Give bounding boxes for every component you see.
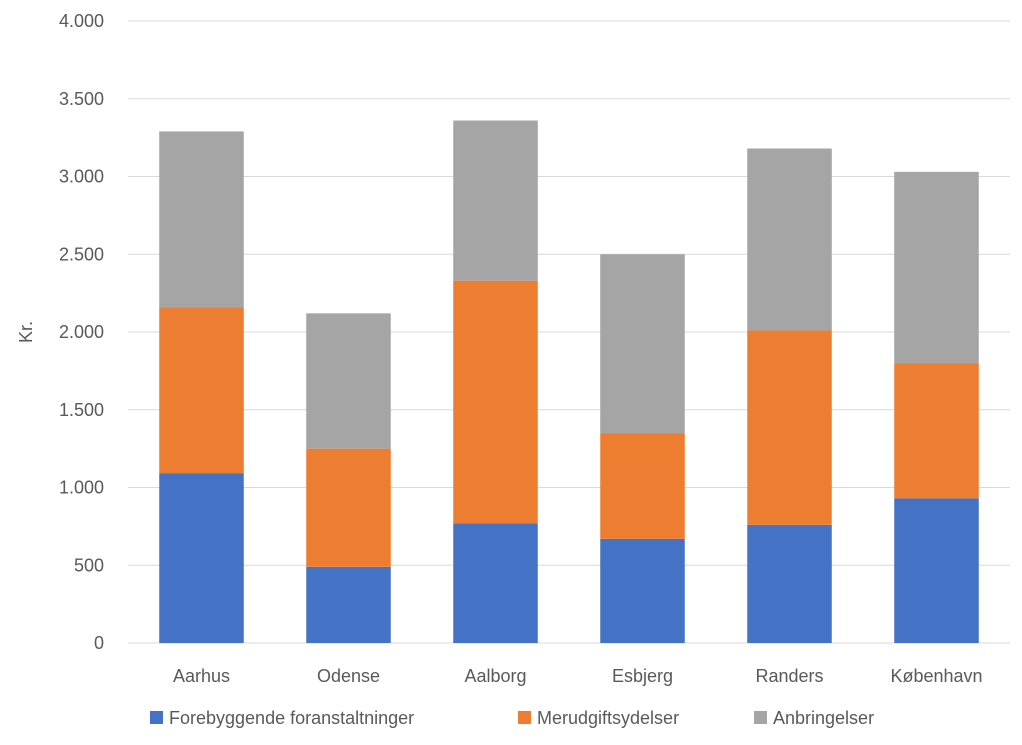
x-category-label: Aarhus: [173, 666, 230, 686]
y-tick-label: 1.500: [59, 400, 104, 420]
x-category-label: København: [890, 666, 982, 686]
bar-segment: [453, 120, 538, 281]
x-category-label: Aalborg: [464, 666, 526, 686]
x-category-label: Odense: [317, 666, 380, 686]
legend: Forebyggende foranstaltninger Merudgiftsy…: [150, 708, 874, 728]
bar-segment: [453, 523, 538, 643]
bar-segment: [159, 473, 244, 643]
legend-label: Forebyggende foranstaltninger: [169, 708, 414, 728]
y-tick-label: 0: [94, 633, 104, 653]
bar-segment: [600, 433, 685, 539]
bar-segment: [306, 448, 391, 567]
x-axis-categories: Aarhus Odense Aalborg Esbjerg Randers Københa…: [173, 666, 983, 686]
legend-swatch: [150, 711, 163, 724]
bar-segment: [894, 363, 979, 499]
bar-segment: [306, 566, 391, 643]
bar-segment: [747, 524, 832, 643]
bars: [159, 120, 979, 643]
x-category-label: Esbjerg: [612, 666, 673, 686]
legend-label: Anbringelser: [773, 708, 874, 728]
gridlines: [128, 20, 1010, 644]
bar-segment: [747, 330, 832, 525]
y-tick-label: 1.000: [59, 478, 104, 498]
legend-label: Merudgiftsydelser: [537, 708, 679, 728]
y-axis-title: Kr.: [16, 321, 36, 343]
y-tick-label: 2.500: [59, 244, 104, 264]
bar-segment: [600, 254, 685, 434]
y-tick-label: 2.000: [59, 322, 104, 342]
bar-segment: [453, 280, 538, 524]
y-tick-label: 4.000: [59, 11, 104, 31]
y-tick-label: 3.500: [59, 89, 104, 109]
bar-segment: [894, 171, 979, 364]
y-tick-label: 500: [74, 555, 104, 575]
x-category-label: Randers: [755, 666, 823, 686]
bar-segment: [747, 148, 832, 331]
bar-segment: [306, 313, 391, 449]
bar-segment: [600, 538, 685, 643]
legend-swatch: [518, 711, 531, 724]
bar-segment: [159, 131, 244, 308]
y-tick-label: 3.000: [59, 167, 104, 187]
y-axis-ticks: 0 500 1.000 1.500 2.000 2.500 3.000 3.500 4.000: [59, 11, 104, 653]
legend-swatch: [754, 711, 767, 724]
bar-segment: [159, 307, 244, 474]
bar-segment: [894, 498, 979, 643]
